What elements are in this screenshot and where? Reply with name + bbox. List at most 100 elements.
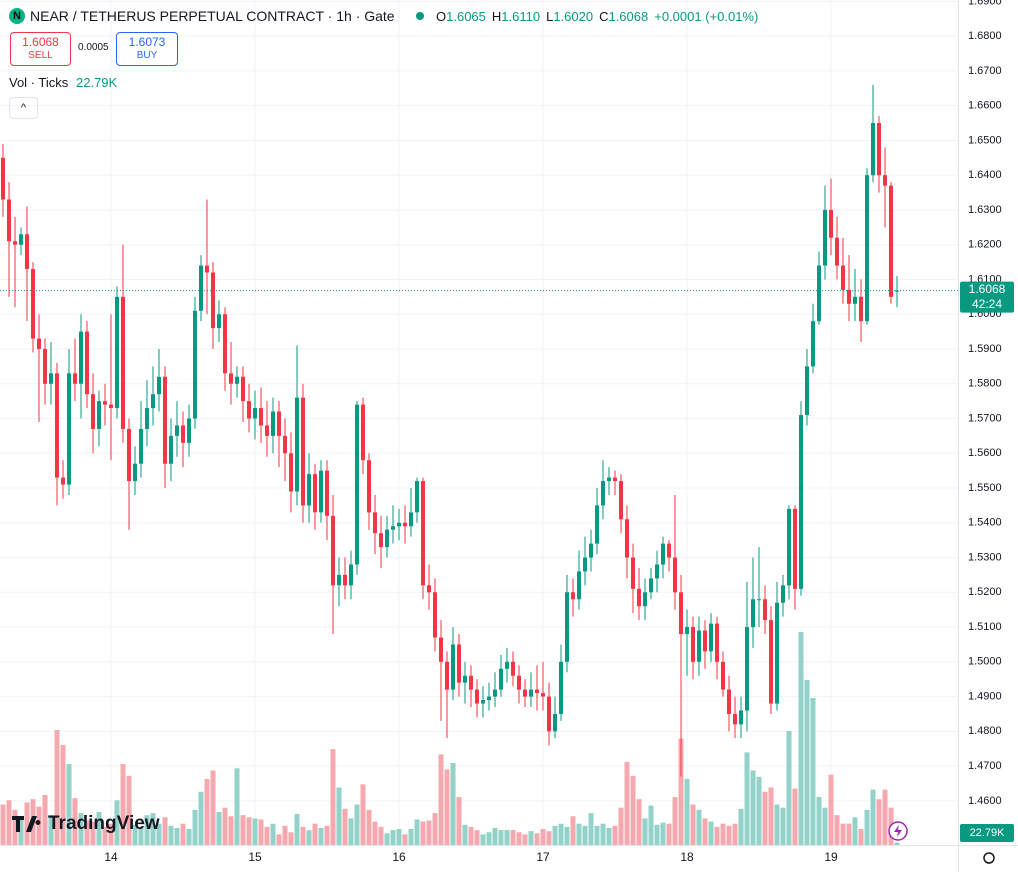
- candle-body: [367, 460, 371, 513]
- volume-bar: [462, 824, 468, 845]
- volume-bar: [108, 823, 114, 845]
- volume-bar: [600, 823, 606, 845]
- candle-body: [715, 623, 719, 662]
- volume-bar: [24, 802, 30, 845]
- volume-bar: [48, 815, 54, 845]
- volume-bar: [18, 818, 24, 845]
- volume-bar: [678, 738, 684, 845]
- brand: TradingView: [48, 813, 160, 834]
- volume-bar: [762, 791, 768, 845]
- volume-bar: [120, 764, 126, 845]
- candle-body: [481, 700, 485, 704]
- candle-body: [379, 533, 383, 548]
- volume-bar: [624, 761, 630, 845]
- volume-bar: [240, 815, 246, 845]
- sell-button[interactable]: 1.6068 SELL: [10, 32, 71, 66]
- volume-bar: [354, 804, 360, 845]
- candle-body: [289, 453, 293, 492]
- ohlc: O1.6065 H1.6110 L1.6020 C1.6068 +0.0001 (+0.…: [436, 9, 758, 24]
- candle-body: [535, 689, 539, 694]
- volume-bar: [504, 830, 510, 845]
- candle-body: [817, 265, 821, 322]
- candle-body: [697, 630, 701, 662]
- x-tick-label: 16: [392, 850, 406, 864]
- volume-bar: [12, 809, 18, 845]
- volume-bar: [270, 823, 276, 845]
- candle-body: [649, 578, 653, 593]
- x-tick-label: 17: [536, 850, 550, 864]
- y-tick-label: 1.5000: [968, 656, 1002, 668]
- volume-bar: [372, 821, 378, 845]
- volume-bar: [360, 784, 366, 845]
- volume-bar: [54, 729, 60, 845]
- candle-body: [175, 425, 179, 436]
- volume-bar: [774, 804, 780, 845]
- volume-bar: [78, 813, 84, 845]
- candle-body: [385, 529, 389, 548]
- volume-bar: [708, 821, 714, 845]
- candle-body: [325, 470, 329, 516]
- candle-body: [127, 428, 131, 482]
- volume-tag: [960, 824, 1014, 842]
- volume-bar: [882, 789, 888, 845]
- candle-body: [133, 463, 137, 482]
- volume-bar: [390, 830, 396, 845]
- candle-body: [79, 331, 83, 384]
- volume-bar: [192, 809, 198, 845]
- indicator-name: Vol · Ticks: [9, 75, 69, 90]
- candle-body: [595, 505, 599, 544]
- candle-body: [73, 373, 77, 384]
- candle-body: [529, 689, 533, 697]
- candle-body: [13, 241, 17, 245]
- volume-bar: [540, 829, 546, 845]
- volume-bar: [846, 823, 852, 845]
- candle-body: [31, 269, 35, 339]
- candle-body: [43, 348, 47, 384]
- candle-body: [661, 543, 665, 565]
- volume-bar: [72, 798, 78, 845]
- candle-body: [691, 627, 695, 662]
- candles: [1, 84, 899, 777]
- collapse-button[interactable]: ^: [9, 97, 38, 119]
- candle-body: [571, 592, 575, 600]
- buy-button[interactable]: 1.6073 BUY: [116, 32, 178, 66]
- volume-bar: [564, 826, 570, 845]
- status-dot: [416, 12, 424, 20]
- volume-bar: [726, 825, 732, 845]
- candle-body: [709, 623, 713, 652]
- volume-tag-label: 22.79K: [970, 827, 1006, 839]
- volume-bar: [258, 819, 264, 845]
- volume-bar: [768, 787, 774, 845]
- volume-bar: [396, 829, 402, 845]
- y-tick-label: 1.5500: [968, 482, 1002, 494]
- volume-bar: [210, 770, 216, 845]
- candle-body: [157, 376, 161, 395]
- volume-bar: [408, 829, 414, 845]
- candle-body: [505, 661, 509, 669]
- y-tick-label: 1.5800: [968, 378, 1002, 390]
- candle-body: [601, 481, 605, 506]
- volume-bar: [684, 778, 690, 845]
- volume-bar: [486, 832, 492, 845]
- candle-body: [457, 644, 461, 683]
- volume-bar: [378, 826, 384, 845]
- candle-body: [667, 543, 671, 558]
- candle-body: [445, 661, 449, 690]
- volume-bar: [312, 823, 318, 845]
- candle-body: [625, 519, 629, 558]
- candle-body: [415, 481, 419, 513]
- candle-body: [493, 689, 497, 697]
- candle-body: [583, 557, 587, 572]
- candle-body: [193, 310, 197, 419]
- candle-body: [169, 435, 173, 464]
- candle-body: [121, 296, 125, 429]
- candle-body: [613, 477, 617, 482]
- y-tick-label: 1.6700: [968, 65, 1002, 77]
- settings-icon[interactable]: [983, 852, 995, 864]
- candle-body: [853, 296, 857, 304]
- candle-body: [607, 477, 611, 482]
- y-tick-label: 1.6300: [968, 204, 1002, 216]
